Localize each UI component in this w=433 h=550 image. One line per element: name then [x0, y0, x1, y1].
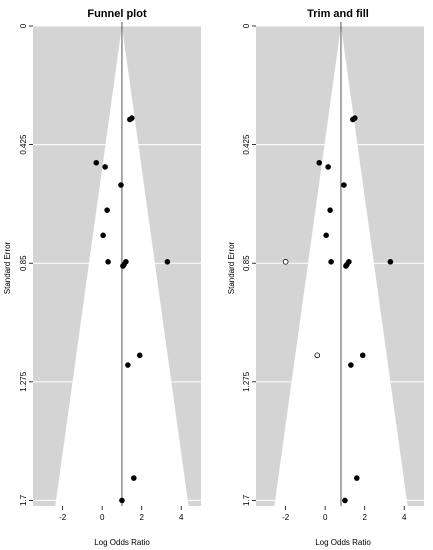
funnel-plot-title: Funnel plot [87, 8, 147, 20]
trim-and-fill-study-point [343, 263, 349, 269]
trim-and-fill-study-point [350, 116, 356, 123]
funnel-plot-x-tick-label: 4 [179, 513, 184, 522]
trim-and-fill-area: 0 0.425 0.85 1.275 1.7 -2 0 2 4 [242, 22, 424, 522]
trim-and-fill-imputed-study-point [282, 259, 289, 265]
trim-and-fill-x-tick-label: -2 [282, 513, 290, 522]
trim-and-fill-study-point [325, 164, 331, 170]
trim-and-fill-y-tick-label: 1.275 [242, 371, 251, 392]
funnel-plot-study-point [105, 259, 111, 265]
trim-and-fill-study-point [387, 259, 394, 265]
funnel-plot-x-tick-label: 0 [100, 513, 105, 522]
trim-and-fill-study-point [359, 352, 366, 359]
funnel-plot-y-tick-label: 1.7 [19, 494, 28, 506]
funnel-plot-y-tick-label: 0 [19, 23, 28, 28]
trim-and-fill-panel: Trim and fill 0 0.425 0.85 1.275 1.7 -2 0 2 4 Lo… [227, 8, 424, 547]
trim-and-fill-study-point [327, 207, 333, 213]
trim-and-fill-y-tick-label: 0.85 [242, 255, 251, 271]
trim-and-fill-study-point [323, 232, 329, 239]
funnel-plot-study-point [104, 207, 110, 213]
funnel-plot-study-point [118, 182, 124, 188]
funnel-plot-y-tick-label: 0.425 [19, 134, 28, 155]
funnel-plot-y-tick-label: 0.85 [19, 255, 28, 271]
funnel-plot-study-point [93, 159, 100, 166]
funnel-plot-y-tick-label: 1.275 [19, 371, 28, 392]
trim-and-fill-x-axis-label: Log Odds Ratio [315, 538, 371, 547]
funnel-plot-y-axis-label: Standard Error [3, 241, 12, 294]
funnel-plot-study-point [125, 362, 131, 368]
funnel-plot-study-point [131, 475, 137, 481]
trim-and-fill-y-tick-label: 0.425 [242, 134, 251, 155]
trim-and-fill-y-axis-label: Standard Error [227, 241, 236, 294]
trim-and-fill-study-point [353, 475, 360, 481]
trim-and-fill-y-tick-label: 0 [242, 23, 251, 28]
trim-and-fill-study-point [316, 159, 323, 166]
trim-and-fill-x-tick-label: 2 [362, 513, 367, 522]
funnel-plot-x-tick-label: -2 [59, 513, 67, 522]
trim-and-fill-title: Trim and fill [307, 8, 369, 20]
trim-and-fill-study-point [328, 259, 334, 265]
funnel-plot-study-point [120, 263, 126, 269]
trim-and-fill-y-tick-label: 1.7 [242, 494, 251, 506]
funnel-plot-study-point [127, 116, 133, 123]
funnel-plot-study-point [100, 232, 106, 239]
funnel-plot-x-axis-label: Log Odds Ratio [94, 538, 150, 547]
trim-and-fill-x-tick-label: 4 [402, 513, 407, 522]
trim-and-fill-study-point [341, 182, 347, 188]
funnel-plot-study-point [164, 259, 171, 265]
funnel-plot-study-point [102, 164, 108, 170]
funnel-plot-x-tick-label: 2 [139, 513, 144, 522]
funnel-plot-study-point [119, 497, 125, 504]
trim-and-fill-study-point [342, 497, 348, 504]
funnel-plot-panel: Funnel plot 0 0.425 0.85 1.275 1.7 -2 0 2 4 Log … [3, 8, 201, 547]
trim-and-fill-imputed-study-point [314, 352, 321, 359]
trim-and-fill-study-point [348, 362, 354, 368]
funnel-plot-study-point [136, 352, 143, 359]
trim-and-fill-x-tick-label: 0 [323, 513, 328, 522]
funnel-plot-area: 0 0.425 0.85 1.275 1.7 -2 0 2 4 [19, 22, 201, 522]
